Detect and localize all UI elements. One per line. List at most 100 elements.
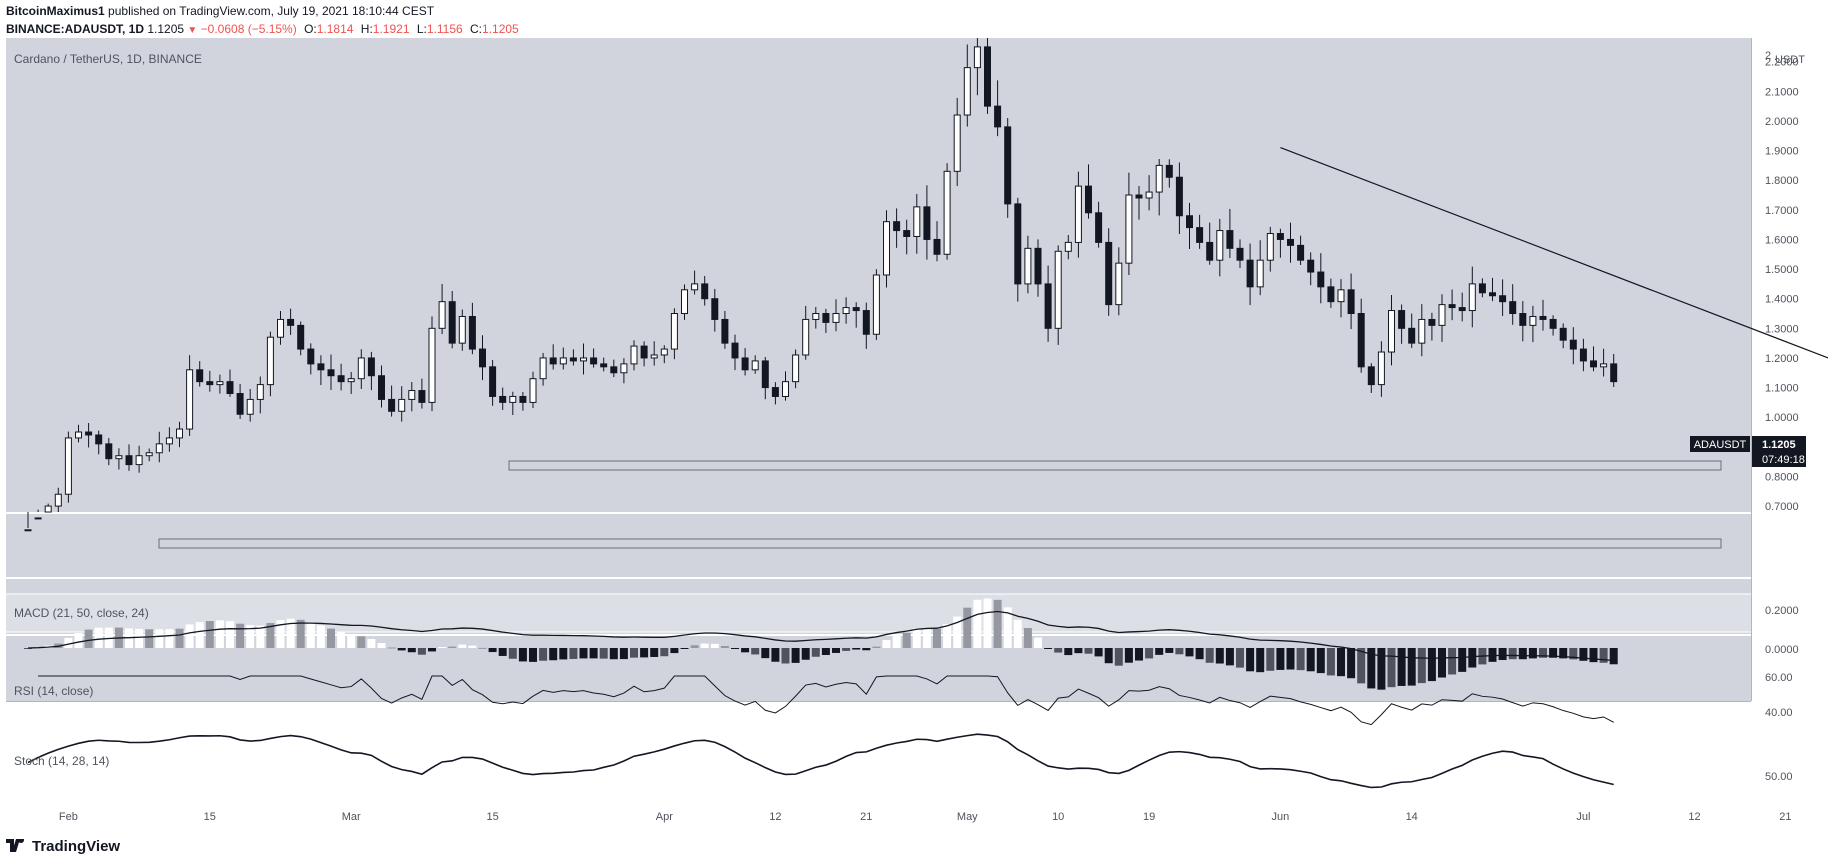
macd-bar (973, 599, 982, 648)
candle-body (1579, 348, 1587, 362)
time-tick-label: 12 (1688, 811, 1700, 823)
time-axis-labels: Feb 15 Mar 15 Apr 12 21 May 10 19 Jun 14 Jul 12 21 (59, 811, 1792, 823)
candle-body (95, 434, 103, 445)
macd-bar (1387, 648, 1396, 688)
candle-body (1125, 194, 1133, 264)
macd-bar (801, 648, 810, 660)
candle-body (1327, 286, 1335, 303)
candle-body (1074, 185, 1082, 243)
candle-body (1478, 283, 1486, 294)
macd-bar (367, 638, 376, 648)
candle-body (893, 221, 901, 232)
price-tick-label: 1.9000 (1765, 146, 1799, 158)
candle-body (751, 360, 759, 371)
chart-area[interactable]: 0.70000.80000.90001.00001.10001.20001.30… (0, 0, 1828, 840)
candle-body (1085, 185, 1092, 214)
candle-body (489, 366, 497, 397)
macd-bar (1034, 637, 1042, 648)
macd-histogram (24, 598, 1618, 690)
symbol-badge[interactable] (1690, 436, 1750, 452)
candle-body (1216, 230, 1224, 261)
macd-bar (731, 648, 739, 649)
candle-body (670, 313, 678, 350)
candle-body (1600, 363, 1608, 368)
candle-body (468, 315, 476, 350)
macd-bar (1518, 648, 1527, 660)
candle-body (1317, 271, 1325, 288)
price-axis-unit: USDT (1775, 54, 1805, 66)
price-tick-label: 1.8000 (1765, 175, 1799, 187)
macd-bar (64, 637, 73, 648)
candle-body (600, 363, 608, 368)
macd-bar (781, 648, 790, 664)
tradingview-logo[interactable]: TradingView (6, 838, 120, 855)
macd-bar (912, 628, 921, 648)
last-price: 1.1205 (147, 22, 185, 36)
candle-body (923, 206, 931, 240)
candle-body (1266, 233, 1274, 261)
publisher-name[interactable]: BitcoinMaximus1 (6, 4, 105, 18)
price-tick-label: 1.2000 (1765, 353, 1799, 365)
candle-body (812, 313, 820, 320)
macd-pane-bg (6, 514, 1751, 577)
low-label: L: (416, 22, 427, 36)
macd-bar (1225, 648, 1234, 666)
candlestick-series (24, 38, 1618, 532)
macd-bar (609, 648, 618, 660)
macd-bar (357, 636, 366, 648)
candle-body (378, 375, 385, 400)
macd-bar (852, 648, 861, 650)
macd-bar (670, 648, 679, 654)
macd-bar (1498, 648, 1507, 661)
candle-body (1428, 318, 1436, 326)
macd-bar (498, 648, 507, 656)
candle-body (1539, 315, 1547, 320)
stoch-d-line (27, 741, 1614, 775)
candle-body (145, 452, 153, 457)
candle-body (1569, 339, 1577, 350)
candle-body (125, 455, 133, 466)
macd-bar (468, 645, 477, 648)
descending-trendline[interactable] (1280, 147, 1828, 361)
macd-bar (680, 648, 689, 649)
time-tick-label: Feb (59, 811, 78, 823)
time-tick-label: 21 (1779, 811, 1791, 823)
macd-bar (1003, 607, 1012, 648)
macd-bar (1084, 648, 1093, 654)
price-tick-label: 0.8000 (1765, 471, 1799, 483)
candle-body (1357, 313, 1365, 368)
macd-bar (1326, 648, 1335, 676)
candle-body (226, 381, 234, 394)
macd-tick-high: 0.2000 (1765, 605, 1799, 617)
macd-bar (1013, 619, 1022, 648)
macd-bar (1246, 648, 1255, 672)
candle-body (1499, 295, 1507, 303)
candle-body (691, 283, 699, 291)
candle-body (1377, 351, 1385, 386)
macd-bar (993, 599, 1002, 648)
candle-body (852, 307, 860, 312)
symbol-badge-text: ADAUSDT (1694, 439, 1747, 451)
macd-bar (1236, 648, 1244, 668)
logo-text: TradingView (32, 838, 121, 855)
candle-body (1095, 212, 1103, 243)
macd-bar (630, 648, 638, 658)
price-badge-value: 1.1205 (1762, 439, 1796, 451)
macd-bar (1559, 648, 1568, 659)
stoch-k-line (27, 733, 1614, 789)
macd-bar (1276, 648, 1285, 670)
candle-body (994, 105, 1002, 128)
candle-body (1014, 203, 1022, 285)
macd-bar (619, 648, 628, 660)
macd-bar (24, 648, 32, 649)
open-value: 1.1814 (316, 22, 354, 36)
candle-body (206, 381, 214, 386)
price-badge-countdown: 07:49:18 (1762, 454, 1805, 466)
macd-bar (720, 646, 729, 648)
candle-body (1549, 318, 1557, 329)
macd-bar (316, 625, 325, 648)
time-tick-label: Jul (1576, 811, 1590, 823)
candle-body (953, 114, 961, 172)
candle-body (1519, 313, 1527, 326)
candle-body (782, 381, 789, 397)
